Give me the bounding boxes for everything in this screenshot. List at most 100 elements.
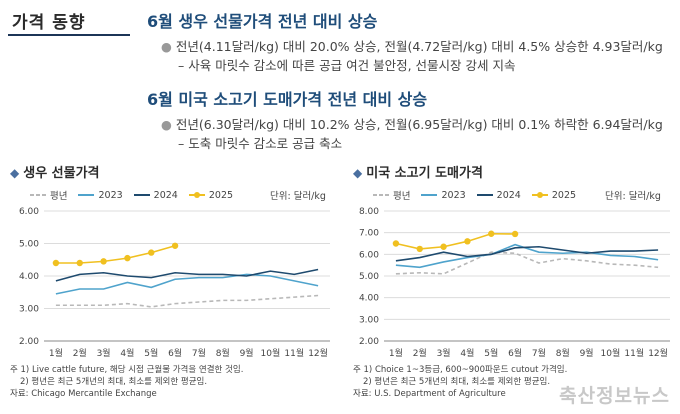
legend-label: 2023: [98, 189, 123, 201]
x-tick-label: 10월: [261, 347, 281, 359]
data-point-2025: [511, 230, 519, 238]
y-tick-label: 5.00: [359, 272, 379, 282]
bullet-cattle-text: 전년(4.11달러/kg) 대비 20.0% 상승, 전월(4.72달러/kg)…: [175, 39, 663, 54]
subbullet-beef: – 도축 마릿수 감소로 공급 축소: [178, 136, 343, 151]
data-point-2025: [52, 259, 60, 267]
bullet-beef-text: 전년(6.30달러/kg) 대비 10.2% 상승, 전월(6.95달러/kg)…: [175, 117, 663, 132]
chart2-note2: 2) 평년은 최근 5개년의 최대, 최소를 제외한 평균임.: [363, 377, 551, 387]
diamond-icon: ◆: [10, 166, 20, 180]
chart1-plot: 2.00 3.00 4.00 5.00 6.00 1월 2월 3월 4월 5월 6월 7월 8월 9월 10…: [19, 207, 330, 359]
series-line-2024: [395, 245, 659, 262]
x-tick-label: 3월: [97, 347, 111, 359]
section-divider: [8, 34, 130, 36]
legend-label: 평년: [50, 191, 68, 202]
y-tick-label: 5.00: [19, 240, 39, 250]
data-point-2025: [171, 242, 179, 249]
x-tick-label: 8월: [556, 347, 570, 359]
legend-label: 평년: [393, 191, 411, 202]
legend-item-2024: 2024: [133, 189, 178, 201]
series-line-평년: [395, 251, 659, 275]
series-line-2023: [395, 243, 659, 269]
chart2-plot: 2.00 3.00 4.00 5.00 6.00 7.00 8.00 1월 2월 3월 4월 5월 6월…: [359, 207, 670, 359]
bullet-beef: ● 전년(6.30달러/kg) 대비 10.2% 상승, 전월(6.95달러/kg…: [161, 114, 663, 133]
y-tick-label: 6.00: [359, 250, 379, 260]
data-point-2025: [488, 230, 495, 237]
bullet-dot-icon: ●: [161, 39, 172, 54]
section-title: 가격 동향: [12, 13, 86, 33]
legend-label: 2024: [496, 189, 521, 201]
chart1-note2: 2) 평년은 최근 5개년의 최대, 최소를 제외한 평균임.: [20, 377, 208, 387]
legend-label: 2023: [441, 189, 466, 201]
x-tick-label: 11월: [624, 347, 644, 359]
x-tick-label: 10월: [601, 347, 621, 359]
x-tick-label: 6월: [508, 347, 522, 359]
x-tick-label: 1월: [389, 347, 403, 359]
series-line-2025: [55, 245, 176, 264]
subbullet-cattle: – 사육 마릿수 감소에 따른 공급 여건 불안정, 선물시장 강세 지속: [178, 58, 516, 73]
legend-label: 2025: [551, 189, 577, 201]
legend-item-2023: 2023: [421, 189, 466, 201]
chart1-source: 자료: Chicago Mercantile Exchange: [10, 389, 157, 399]
chart2-unit: 단위: 달러/kg: [605, 191, 661, 202]
y-tick-label: 4.00: [359, 294, 379, 304]
bullet-cattle: ● 전년(4.11달러/kg) 대비 20.0% 상승, 전월(4.72달러/kg…: [161, 36, 663, 55]
data-point-2025: [392, 240, 400, 247]
legend-item-avg: 평년: [373, 188, 410, 202]
diamond-icon: ◆: [353, 166, 363, 180]
x-tick-label: 5월: [144, 347, 158, 359]
headline-beef: 6월 미국 소고기 도매가격 전년 대비 상승: [147, 90, 428, 109]
x-tick-label: 8월: [216, 347, 230, 359]
chart2-note1: 주 1) Choice 1~3등급, 600~900파운드 cutout 가격임…: [353, 365, 568, 375]
x-tick-label: 7월: [532, 347, 546, 359]
chart1-unit: 단위: 달러/kg: [270, 191, 326, 202]
data-point-2025: [440, 243, 447, 250]
chart2-source: 자료: U.S. Department of Agriculture: [353, 389, 506, 399]
x-tick-label: 9월: [580, 347, 594, 359]
data-point-2025: [76, 259, 83, 267]
chart2-title: ◆ 미국 소고기 도매가격: [353, 162, 483, 181]
x-tick-label: 7월: [192, 347, 206, 359]
legend-item-2025: 2025: [188, 189, 234, 201]
y-tick-label: 7.00: [359, 229, 379, 239]
x-tick-label: 2월: [73, 347, 87, 359]
chart1-legend: 평년 2023 2024 2025: [30, 188, 239, 202]
watermark: 축산정보뉴스: [559, 385, 670, 407]
x-tick-label: 3월: [437, 347, 451, 359]
series-line-2025: [395, 232, 516, 250]
x-tick-label: 9월: [240, 347, 254, 359]
chart1-title: ◆ 생우 선물가격: [10, 162, 100, 181]
data-point-2025: [148, 249, 155, 256]
x-tick-label: 12월: [648, 347, 668, 359]
y-tick-label: 2.00: [359, 337, 379, 347]
series-line-2024: [55, 268, 319, 282]
x-tick-label: 1월: [49, 347, 63, 359]
y-tick-label: 3.00: [19, 305, 39, 315]
y-tick-label: 8.00: [359, 207, 379, 217]
series-line-평년: [55, 294, 319, 308]
data-point-2025: [124, 254, 131, 262]
data-point-2025: [464, 238, 471, 245]
x-tick-label: 11월: [284, 347, 304, 359]
y-tick-label: 4.00: [19, 272, 39, 282]
series-line-2023: [55, 273, 319, 295]
legend-item-2025: 2025: [531, 189, 577, 201]
x-tick-label: 12월: [308, 347, 328, 359]
x-tick-label: 5월: [484, 347, 498, 359]
chart2-title-text: 미국 소고기 도매가격: [366, 166, 483, 181]
y-tick-label: 6.00: [19, 207, 39, 217]
x-tick-label: 2월: [413, 347, 427, 359]
legend-item-2024: 2024: [476, 189, 521, 201]
legend-item-2023: 2023: [78, 189, 123, 201]
x-tick-label: 6월: [168, 347, 182, 359]
y-tick-label: 3.00: [359, 315, 379, 325]
chart2-legend: 평년 2023 2024 2025: [373, 188, 582, 202]
data-point-2025: [100, 258, 107, 265]
chart1-title-text: 생우 선물가격: [23, 166, 100, 181]
legend-label: 2025: [208, 189, 234, 201]
y-tick-label: 2.00: [19, 337, 39, 347]
headline-cattle: 6월 생우 선물가격 전년 대비 상승: [147, 12, 378, 31]
chart1-note1: 주 1) Live cattle future, 해당 시점 근월물 가격을 연…: [10, 365, 244, 375]
legend-label: 2024: [153, 189, 178, 201]
legend-item-avg: 평년: [30, 188, 67, 202]
bullet-dot-icon: ●: [161, 117, 172, 132]
